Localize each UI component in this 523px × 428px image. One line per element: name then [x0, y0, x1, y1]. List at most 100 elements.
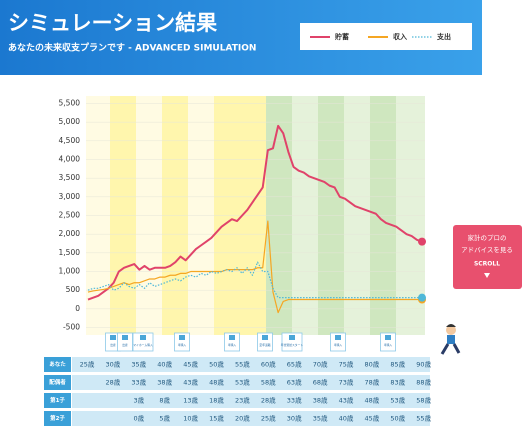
y-tick-label: 2,500: [59, 211, 81, 220]
age-cell: 80歳: [365, 360, 380, 369]
y-tick-label: 5,500: [59, 98, 81, 107]
age-cell: 28歳: [106, 378, 121, 387]
event-pic: [122, 335, 128, 340]
age-cell: 43歳: [339, 396, 354, 405]
row-label: 第2子: [50, 414, 65, 422]
age-cell: 45歳: [365, 414, 380, 423]
scroll-text[interactable]: SCROLL: [474, 261, 500, 268]
age-cell: 58歳: [416, 396, 431, 405]
age-cell: 5歳: [159, 414, 170, 423]
event-pic: [110, 335, 116, 340]
y-tick-label: 3,500: [59, 173, 81, 182]
y-tick-label: 5,000: [59, 117, 81, 126]
age-cell: 8歳: [159, 396, 170, 405]
person-icon: [442, 324, 459, 354]
screen: シミュレーション結果 あなたの未来収支プランです - ADVANCED SIMU…: [0, 0, 523, 428]
age-cell: 3歳: [133, 396, 144, 405]
age-cell: 15歳: [209, 414, 224, 423]
event-label: 車購入: [334, 343, 343, 347]
y-tick-label: 2,000: [59, 229, 81, 238]
age-cell: 75歳: [339, 360, 354, 369]
event-label: マイホーム購入: [133, 343, 153, 347]
advice-text[interactable]: 家計のプロの: [468, 233, 507, 242]
age-cell: 13歳: [183, 396, 198, 405]
age-cell: 53歳: [390, 396, 405, 405]
age-cell: 25歳: [261, 414, 276, 423]
person-body: [447, 335, 455, 344]
event-pic: [289, 335, 295, 340]
age-cell: 33歳: [131, 378, 146, 387]
event-label: 年金受給スタート: [281, 343, 304, 347]
y-tick-label: 0: [75, 304, 80, 313]
age-cell: 30歳: [287, 414, 302, 423]
age-cell: 40歳: [339, 414, 354, 423]
age-cell: 28歳: [261, 396, 276, 405]
age-cell: 35歳: [313, 414, 328, 423]
person-legs: [442, 344, 459, 354]
page-title: シミュレーション結果: [8, 11, 217, 35]
age-cell: 70歳: [313, 360, 328, 369]
page: {"header": {"title": "シミュレーション結果", "subt…: [0, 0, 523, 428]
row-label: 配偶者: [49, 378, 66, 386]
age-cell: 55歳: [235, 360, 250, 369]
end-marker: [418, 294, 426, 302]
age-cell: 23歳: [235, 396, 250, 405]
age-cell: 48歳: [365, 396, 380, 405]
age-cell: 30歳: [106, 360, 121, 369]
age-cell: 40歳: [157, 360, 172, 369]
age-cell: 68歳: [313, 378, 328, 387]
age-cell: 38歳: [313, 396, 328, 405]
age-cell: 38歳: [157, 378, 172, 387]
event-label: 定年退職: [259, 343, 270, 347]
age-cell: 85歳: [390, 360, 405, 369]
age-cell: 10歳: [183, 414, 198, 423]
page-subtitle: あなたの未来収支プランです - ADVANCED SIMULATION: [8, 42, 256, 54]
age-cell: 50歳: [209, 360, 224, 369]
age-cell: 53歳: [235, 378, 250, 387]
legend-label: 支出: [436, 32, 451, 41]
event-pic: [385, 335, 391, 340]
age-cell: 35歳: [131, 360, 146, 369]
event-label: 車購入: [384, 343, 393, 347]
end-marker: [418, 238, 426, 246]
age-cell: 90歳: [416, 360, 431, 369]
y-tick-label: 500: [66, 285, 81, 294]
age-cell: 18歳: [209, 396, 224, 405]
y-tick-label: -500: [63, 323, 80, 332]
advice-button[interactable]: 家計のプロの アドバイスを見る SCROLL: [453, 225, 522, 289]
event-label: 車購入: [228, 343, 237, 347]
age-cell: 0歳: [133, 414, 144, 423]
age-cell: 55歳: [416, 414, 431, 423]
age-cell: 25歳: [80, 360, 95, 369]
y-tick-label: 4,500: [59, 136, 81, 145]
age-cell: 65歳: [287, 360, 302, 369]
event-label: 車購入: [178, 343, 187, 347]
age-cell: 60歳: [261, 360, 276, 369]
age-cell: 88歳: [416, 378, 431, 387]
legend-label: 貯蓄: [335, 32, 349, 41]
age-cell: 73歳: [339, 378, 354, 387]
age-cell: 33歳: [287, 396, 302, 405]
age-cell: 48歳: [209, 378, 224, 387]
event-pic: [262, 335, 268, 340]
person-hair: [446, 324, 456, 327]
age-cell: 58歳: [261, 378, 276, 387]
y-tick-label: 1,500: [59, 248, 81, 257]
event-pic: [335, 335, 341, 340]
age-cell: 83歳: [390, 378, 405, 387]
age-cell: 78歳: [365, 378, 380, 387]
row-label: 第1子: [50, 396, 65, 404]
y-tick-label: 4,000: [59, 154, 81, 163]
advice-text[interactable]: アドバイスを見る: [461, 246, 513, 254]
y-tick-label: 3,000: [59, 192, 81, 201]
event-pic: [179, 335, 185, 340]
age-cell: 45歳: [183, 360, 198, 369]
event-pic: [140, 335, 146, 340]
event-pic: [229, 335, 235, 340]
age-cell: 63歳: [287, 378, 302, 387]
age-cell: 43歳: [183, 378, 198, 387]
event-label: 出産: [122, 343, 128, 347]
age-cell: 20歳: [235, 414, 250, 423]
age-cell: 50歳: [390, 414, 405, 423]
row-label: あなた: [49, 360, 66, 368]
